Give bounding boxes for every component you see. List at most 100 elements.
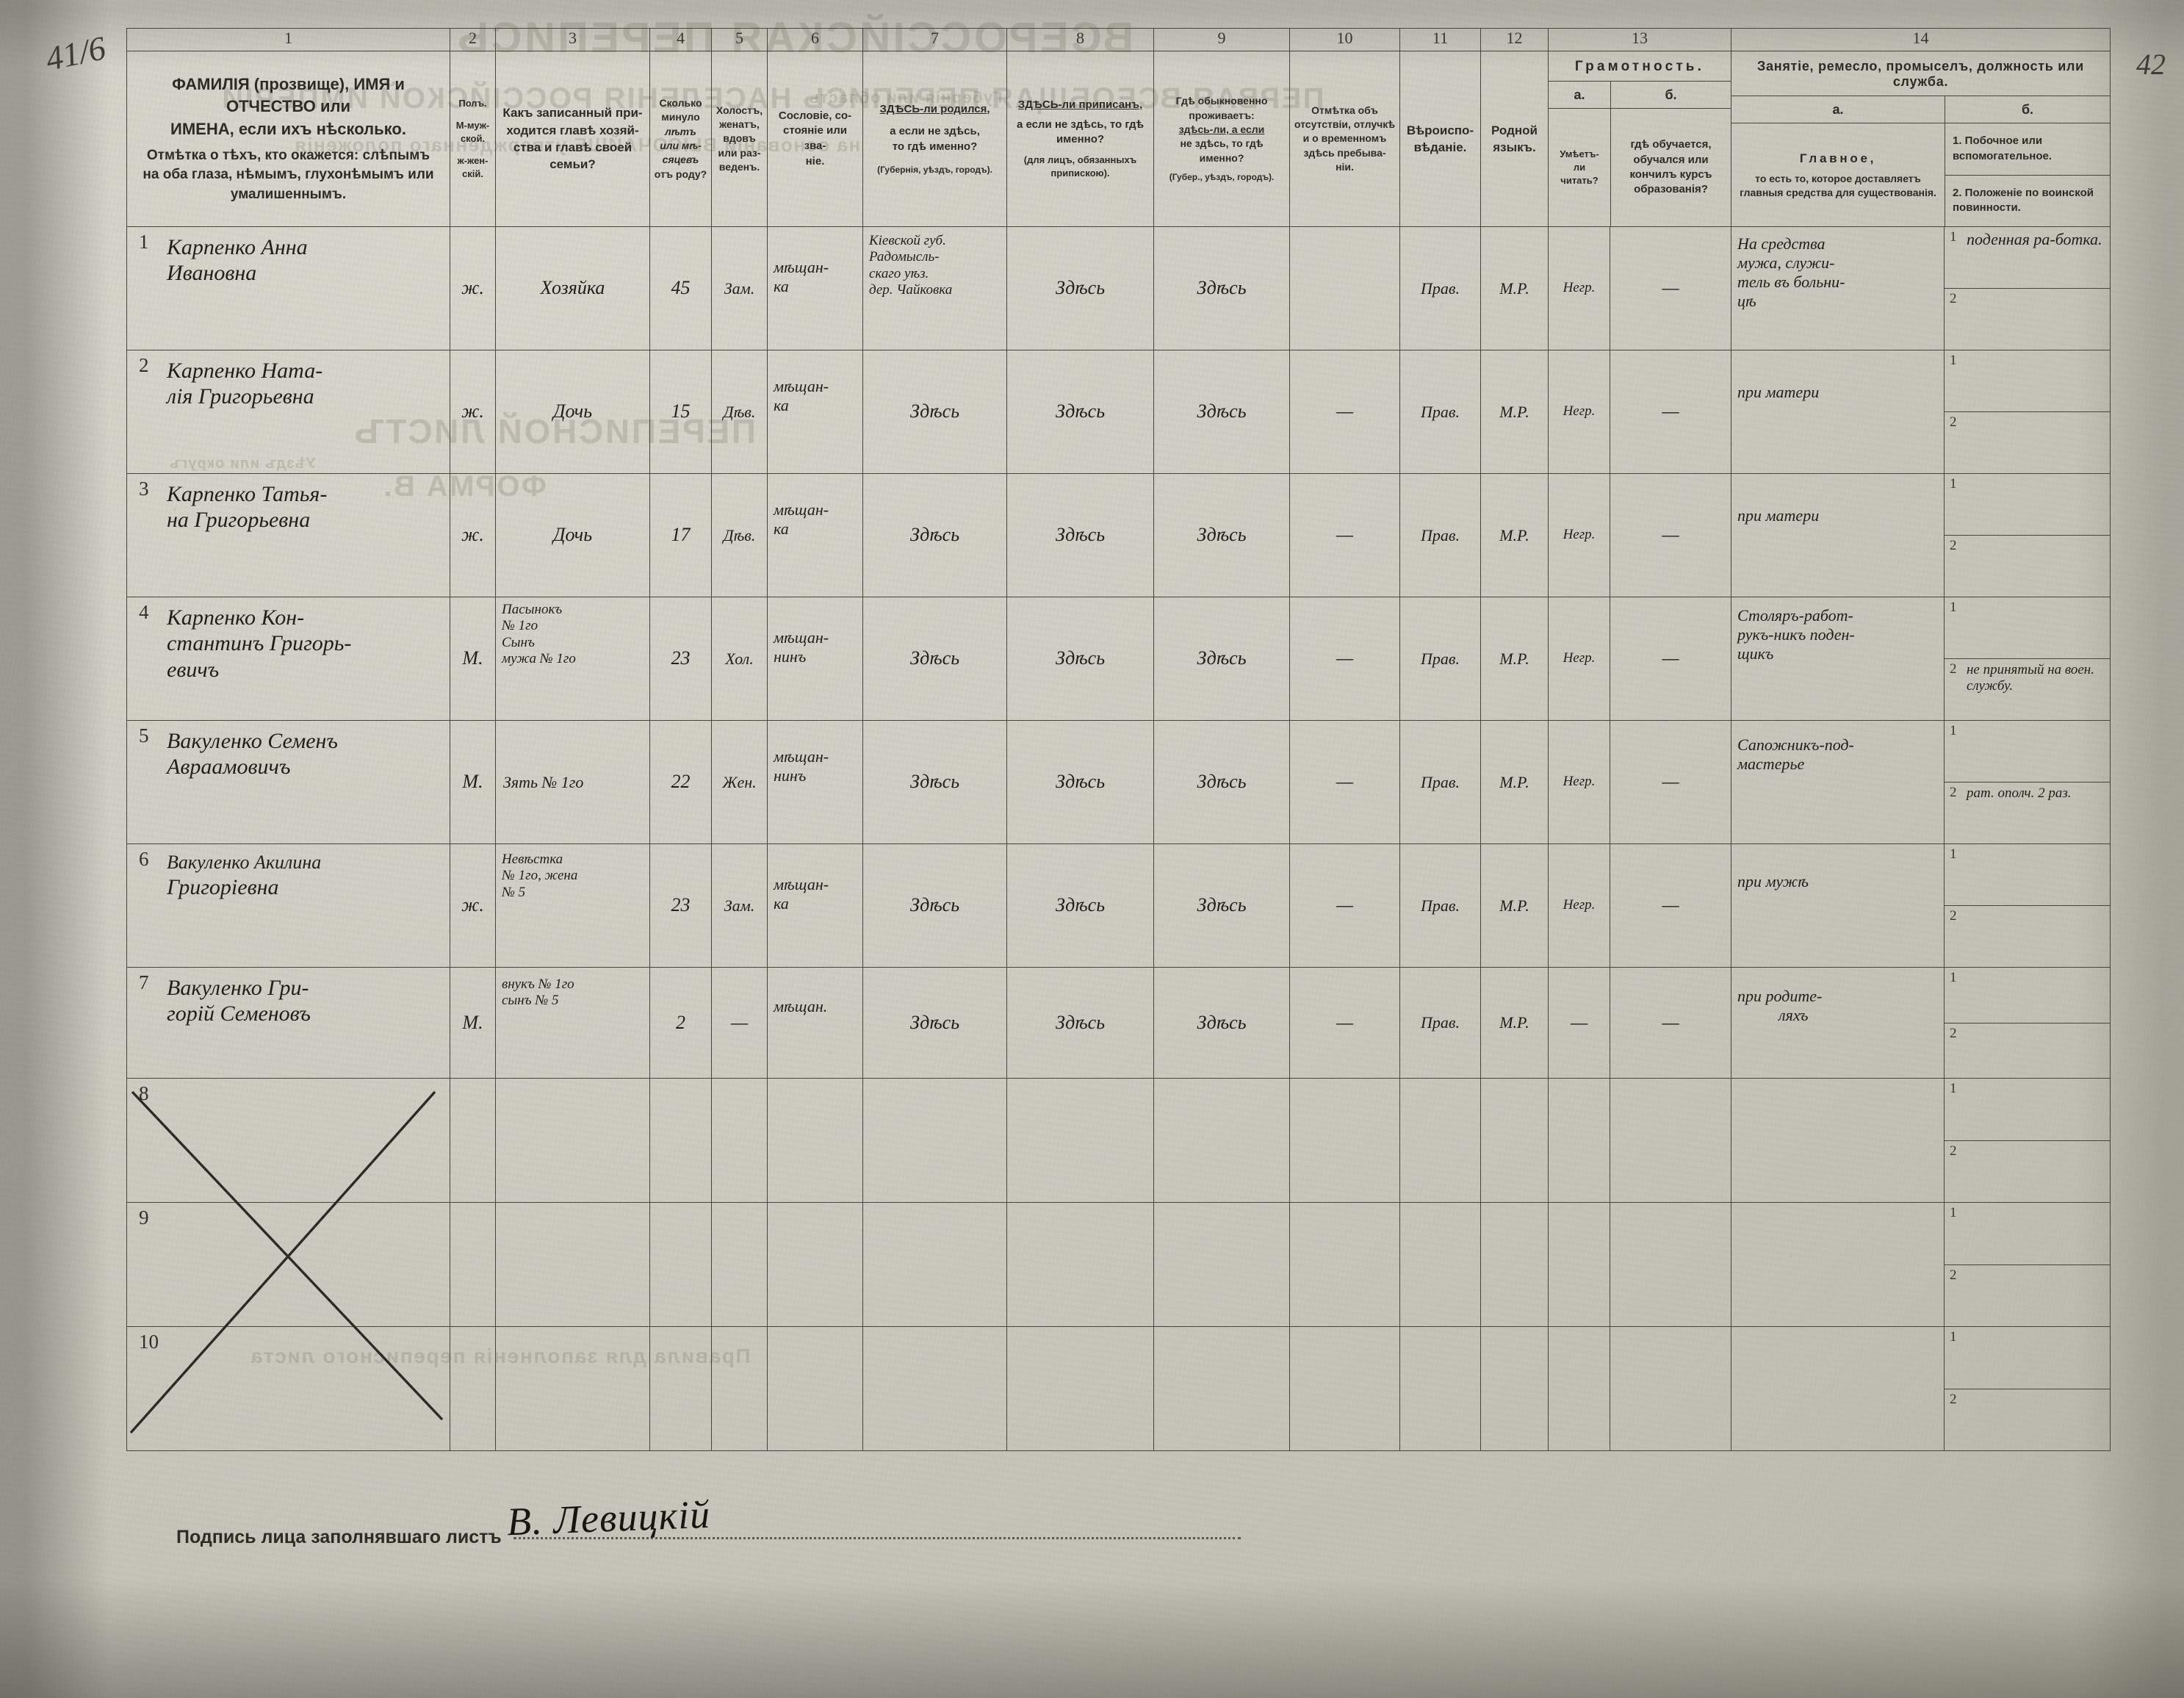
cell-age[interactable]: 23 bbox=[649, 597, 712, 721]
cell-language[interactable]: М.Р. bbox=[1480, 226, 1549, 350]
cell-estate[interactable] bbox=[767, 1326, 863, 1451]
cell-literacy-a[interactable]: Негр. bbox=[1548, 226, 1610, 350]
cell-religion[interactable]: Прав. bbox=[1399, 226, 1481, 350]
cell-relation[interactable] bbox=[495, 1078, 650, 1203]
cell-age[interactable]: 15 bbox=[649, 350, 712, 474]
cell-marital[interactable]: Жен. bbox=[711, 720, 768, 844]
cell-literacy-b[interactable]: — bbox=[1610, 597, 1731, 721]
cell-sex[interactable]: ж. bbox=[450, 350, 496, 474]
cell-registered[interactable]: Здѣсь bbox=[1006, 473, 1154, 597]
cell-sex[interactable]: ж. bbox=[450, 226, 496, 350]
cell-language[interactable]: М.Р. bbox=[1480, 350, 1549, 474]
cell-religion[interactable] bbox=[1399, 1078, 1481, 1203]
cell-occupation-main[interactable]: при мужѣ bbox=[1731, 843, 1945, 968]
cell-estate[interactable]: мѣщан. bbox=[767, 967, 863, 1079]
cell-language[interactable]: М.Р. bbox=[1480, 967, 1549, 1079]
cell-registered[interactable]: Здѣсь bbox=[1006, 720, 1154, 844]
cell-absence[interactable]: — bbox=[1289, 843, 1400, 968]
cell-name[interactable]: 9 bbox=[126, 1202, 450, 1327]
cell-birthplace[interactable]: Здѣсь bbox=[862, 720, 1007, 844]
cell-occupation-main[interactable] bbox=[1731, 1326, 1945, 1451]
cell-relation[interactable] bbox=[495, 1326, 650, 1451]
cell-marital[interactable] bbox=[711, 1078, 768, 1203]
cell-literacy-b[interactable] bbox=[1610, 1078, 1731, 1203]
cell-literacy-a[interactable]: Негр. bbox=[1548, 597, 1610, 721]
cell-relation[interactable]: Хозяйка bbox=[495, 226, 650, 350]
cell-literacy-b[interactable]: — bbox=[1610, 843, 1731, 968]
cell-birthplace[interactable]: Кіевской губ. Радомысль- скаго уѣз. дер.… bbox=[862, 226, 1007, 350]
cell-sex[interactable] bbox=[450, 1078, 496, 1203]
cell-name[interactable]: 4 Карпенко Кон- стантинъ Григорь- евичъ bbox=[126, 597, 450, 721]
cell-religion[interactable]: Прав. bbox=[1399, 350, 1481, 474]
cell-absence[interactable]: — bbox=[1289, 720, 1400, 844]
cell-absence[interactable] bbox=[1289, 1202, 1400, 1327]
cell-residence[interactable] bbox=[1153, 1326, 1290, 1451]
cell-relation[interactable]: Зять № 1го bbox=[495, 720, 650, 844]
cell-occupation-aux[interactable]: 1 2 не принятый на воен. службу. bbox=[1944, 597, 2111, 721]
cell-literacy-a[interactable] bbox=[1548, 1078, 1610, 1203]
cell-occupation-aux[interactable]: 1 2 bbox=[1944, 350, 2111, 474]
cell-literacy-b[interactable]: — bbox=[1610, 473, 1731, 597]
cell-absence[interactable]: — bbox=[1289, 350, 1400, 474]
cell-sex[interactable]: М. bbox=[450, 597, 496, 721]
cell-literacy-a[interactable]: Негр. bbox=[1548, 720, 1610, 844]
cell-estate[interactable]: мѣщан- ка bbox=[767, 843, 863, 968]
cell-relation[interactable]: Дочь bbox=[495, 473, 650, 597]
cell-name[interactable]: 7 Вакуленко Гри- горій Семеновъ bbox=[126, 967, 450, 1079]
cell-religion[interactable]: Прав. bbox=[1399, 597, 1481, 721]
cell-literacy-b[interactable] bbox=[1610, 1202, 1731, 1327]
cell-marital[interactable]: Хол. bbox=[711, 597, 768, 721]
cell-absence[interactable] bbox=[1289, 226, 1400, 350]
cell-birthplace[interactable]: Здѣсь bbox=[862, 350, 1007, 474]
cell-literacy-a[interactable]: Негр. bbox=[1548, 473, 1610, 597]
cell-literacy-b[interactable]: — bbox=[1610, 720, 1731, 844]
cell-religion[interactable] bbox=[1399, 1326, 1481, 1451]
cell-estate[interactable] bbox=[767, 1078, 863, 1203]
cell-residence[interactable] bbox=[1153, 1078, 1290, 1203]
cell-relation[interactable] bbox=[495, 1202, 650, 1327]
cell-marital[interactable] bbox=[711, 1326, 768, 1451]
cell-religion[interactable]: Прав. bbox=[1399, 967, 1481, 1079]
cell-name[interactable]: 6 Вакуленко Акилина Григоріевна bbox=[126, 843, 450, 968]
cell-name[interactable]: 5 Вакуленко Семенъ Авраамовичъ bbox=[126, 720, 450, 844]
cell-literacy-b[interactable] bbox=[1610, 1326, 1731, 1451]
cell-occupation-aux[interactable]: 1 2 bbox=[1944, 843, 2111, 968]
cell-literacy-b[interactable]: — bbox=[1610, 967, 1731, 1079]
cell-birthplace[interactable] bbox=[862, 1202, 1007, 1327]
cell-name[interactable]: 2 Карпенко Ната- лія Григорьевна bbox=[126, 350, 450, 474]
cell-registered[interactable]: Здѣсь bbox=[1006, 843, 1154, 968]
cell-name[interactable]: 10 bbox=[126, 1326, 450, 1451]
cell-registered[interactable] bbox=[1006, 1326, 1154, 1451]
cell-occupation-main[interactable]: при матери bbox=[1731, 473, 1945, 597]
cell-language[interactable]: М.Р. bbox=[1480, 843, 1549, 968]
cell-relation[interactable]: внукъ № 1го сынъ № 5 bbox=[495, 967, 650, 1079]
table-row[interactable]: 3 Карпенко Татья- на Григорьевна ж. Дочь… bbox=[126, 473, 2111, 597]
cell-occupation-main[interactable]: Столяръ-работ- рукъ-никъ поден- щикъ bbox=[1731, 597, 1945, 721]
cell-marital[interactable]: Зам. bbox=[711, 843, 768, 968]
cell-name[interactable]: 3 Карпенко Татья- на Григорьевна bbox=[126, 473, 450, 597]
table-row[interactable]: 2 Карпенко Ната- лія Григорьевна ж. Дочь… bbox=[126, 350, 2111, 474]
cell-marital[interactable]: Дѣв. bbox=[711, 473, 768, 597]
cell-occupation-main[interactable]: при родите- ляхъ bbox=[1731, 967, 1945, 1079]
cell-registered[interactable]: Здѣсь bbox=[1006, 350, 1154, 474]
cell-sex[interactable]: М. bbox=[450, 720, 496, 844]
cell-residence[interactable] bbox=[1153, 1202, 1290, 1327]
cell-relation[interactable]: Пасынокъ № 1го Сынъ мужа № 1го bbox=[495, 597, 650, 721]
cell-occupation-main[interactable] bbox=[1731, 1078, 1945, 1203]
cell-language[interactable] bbox=[1480, 1326, 1549, 1451]
cell-birthplace[interactable]: Здѣсь bbox=[862, 473, 1007, 597]
cell-religion[interactable]: Прав. bbox=[1399, 473, 1481, 597]
cell-absence[interactable]: — bbox=[1289, 597, 1400, 721]
cell-registered[interactable]: Здѣсь bbox=[1006, 226, 1154, 350]
cell-sex[interactable]: ж. bbox=[450, 843, 496, 968]
cell-absence[interactable] bbox=[1289, 1326, 1400, 1451]
cell-occupation-main[interactable]: при матери bbox=[1731, 350, 1945, 474]
cell-residence[interactable]: Здѣсь bbox=[1153, 350, 1290, 474]
cell-sex[interactable]: М. bbox=[450, 967, 496, 1079]
cell-marital[interactable]: — bbox=[711, 967, 768, 1079]
cell-registered[interactable]: Здѣсь bbox=[1006, 967, 1154, 1079]
table-row[interactable]: 7 Вакуленко Гри- горій Семеновъ М. внукъ… bbox=[126, 967, 2111, 1079]
